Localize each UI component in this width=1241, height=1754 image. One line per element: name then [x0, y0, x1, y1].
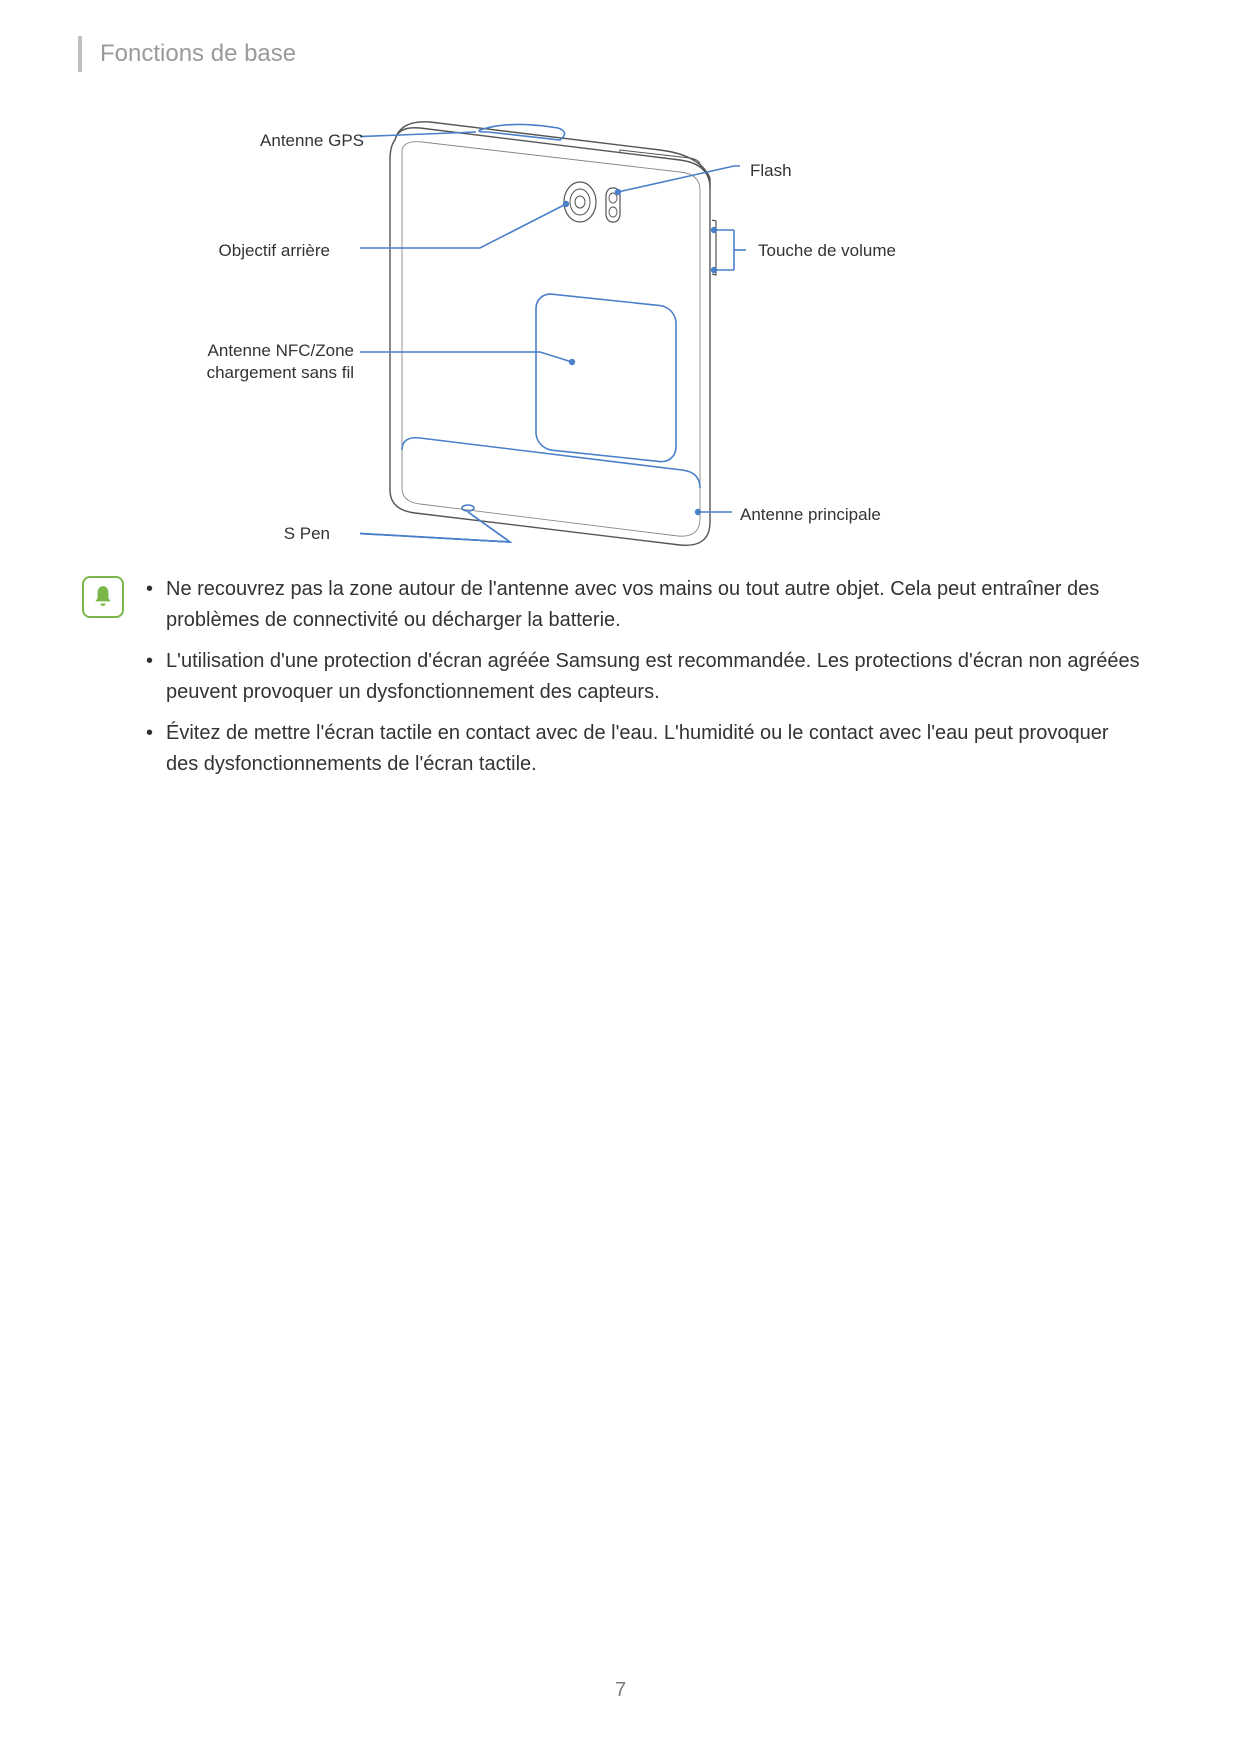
- label-nfc-line1: Antenne NFC/Zone: [208, 341, 354, 360]
- header-accent-bar: [78, 36, 82, 72]
- label-nfc: Antenne NFC/Zone chargement sans fil: [174, 340, 354, 384]
- label-gps: Antenne GPS: [244, 130, 364, 152]
- label-flash: Flash: [750, 160, 792, 182]
- page-header: Fonctions de base: [78, 36, 296, 72]
- note-item: Évitez de mettre l'écran tactile en cont…: [142, 718, 1142, 780]
- note-bell-icon: [82, 576, 124, 618]
- note-item: L'utilisation d'une protection d'écran a…: [142, 646, 1142, 708]
- note-list: Ne recouvrez pas la zone autour de l'ant…: [142, 574, 1142, 790]
- label-nfc-line2: chargement sans fil: [207, 363, 354, 382]
- label-main-antenna: Antenne principale: [740, 504, 881, 526]
- notes-section: Ne recouvrez pas la zone autour de l'ant…: [82, 574, 1142, 790]
- phone-illustration: [360, 110, 780, 550]
- page-number: 7: [0, 1679, 1241, 1702]
- label-volume: Touche de volume: [758, 240, 896, 262]
- page-title: Fonctions de base: [100, 40, 296, 68]
- label-rear-lens: Objectif arrière: [190, 240, 330, 262]
- note-item: Ne recouvrez pas la zone autour de l'ant…: [142, 574, 1142, 636]
- device-diagram: Antenne GPS Flash Objectif arrière Touch…: [200, 110, 960, 570]
- label-spen: S Pen: [260, 523, 330, 545]
